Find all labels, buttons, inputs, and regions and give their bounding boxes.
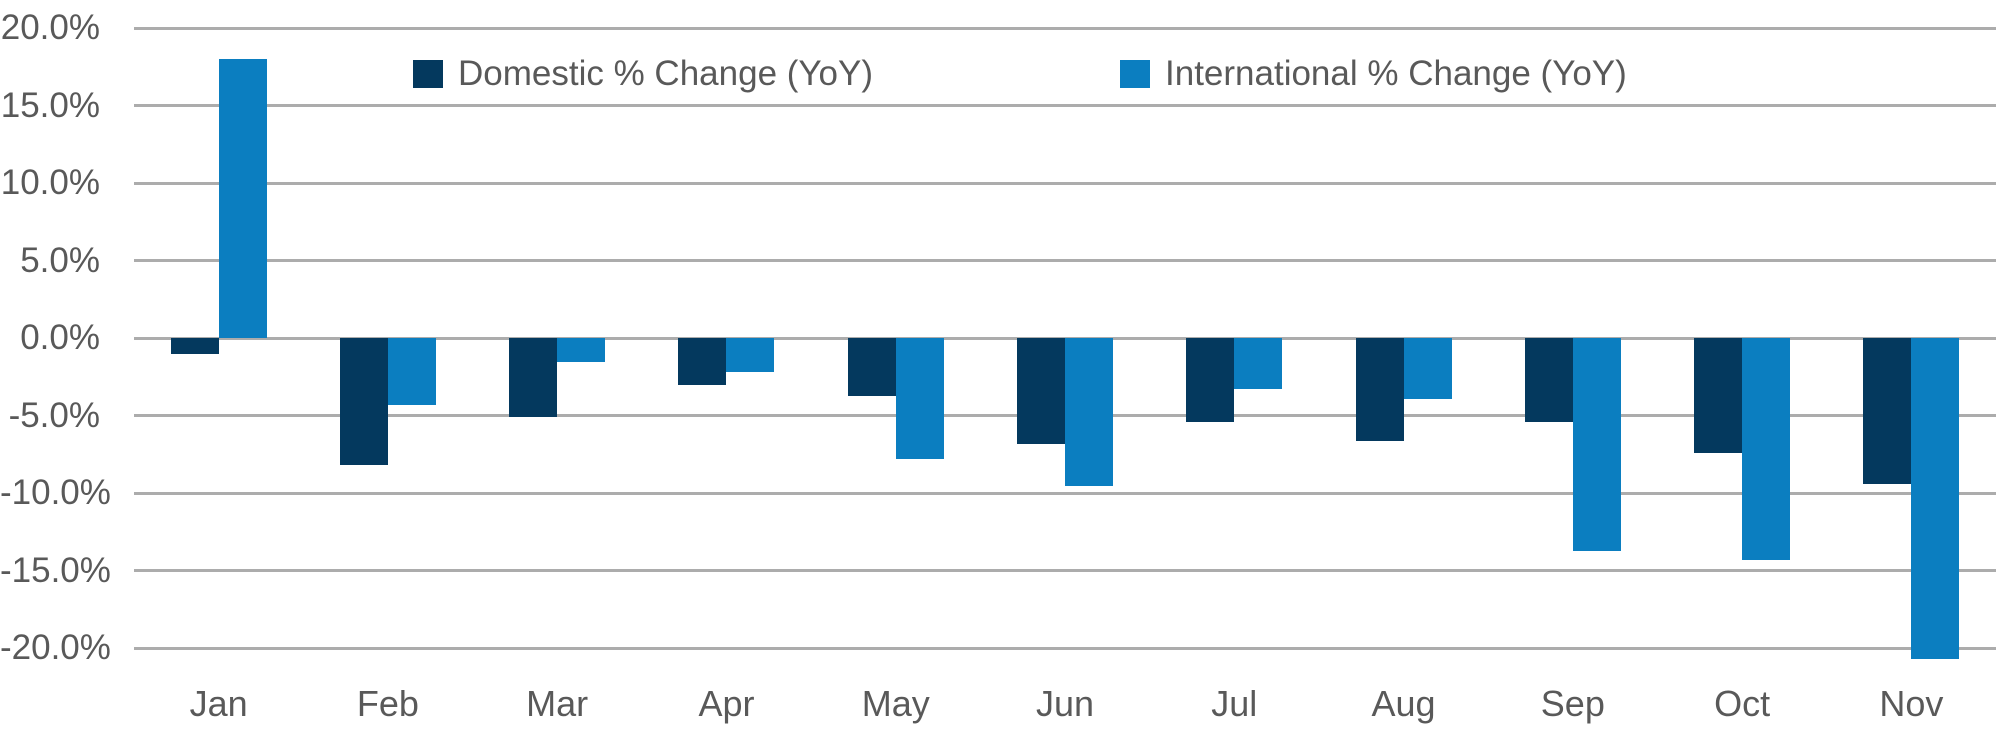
- domestic-series-swatch: [413, 60, 443, 88]
- x-tick-label-jan: Jan: [189, 683, 248, 724]
- bar-international-jan: [218, 59, 267, 339]
- bar-international-jun: [1065, 338, 1113, 486]
- x-tick-label-oct: Oct: [1714, 683, 1771, 724]
- y-tick-label--10.0%: -10.0%: [0, 473, 111, 513]
- bar-domestic-jun: [1017, 338, 1065, 444]
- bar-international-may: [895, 338, 944, 460]
- bar-domestic-feb: [339, 338, 388, 466]
- x-axis-category-labels: Jan Feb Mar Apr May Jun Jul Aug Sep Oct Nov: [0, 682, 2000, 734]
- legend-item-domestic: Domestic % Change (YoY): [413, 52, 873, 96]
- y-axis-tick-labels: 20.0% 15.0% 10.0% 5.0% 0.0% -5.0% -10.0% -15.0%…: [0, 0, 111, 734]
- gridline-20.0%: [134, 26, 1996, 30]
- y-tick-label-20.0%: 20.0%: [0, 8, 100, 47]
- bar-international-oct: [1742, 338, 1791, 561]
- bar-international-feb: [387, 338, 436, 405]
- x-tick-label-aug: Aug: [1371, 683, 1436, 724]
- x-tick-label-apr: Apr: [698, 683, 755, 724]
- bar-domestic-jul: [1186, 338, 1235, 422]
- bar-domestic-jan: [170, 338, 219, 354]
- x-tick-label-sep: Sep: [1540, 683, 1605, 724]
- bar-domestic-aug: [1355, 338, 1404, 441]
- international-series-swatch: [1120, 60, 1150, 88]
- x-tick-label-may: May: [861, 683, 930, 724]
- y-tick-label-15.0%: 15.0%: [0, 85, 100, 125]
- x-tick-label-nov: Nov: [1879, 683, 1944, 724]
- x-tick-label-jul: Jul: [1211, 683, 1258, 724]
- gridline--20.0%: [134, 646, 1996, 650]
- y-tick-label-0.0%: 0.0%: [20, 318, 100, 358]
- x-tick-label-jun: Jun: [1035, 683, 1095, 724]
- bar-domestic-oct: [1694, 338, 1743, 454]
- x-tick-label-feb: Feb: [356, 683, 419, 724]
- y-tick-label-5.0%: 5.0%: [20, 240, 100, 280]
- bar-international-sep: [1572, 338, 1621, 551]
- bar-domestic-may: [847, 338, 896, 396]
- gridline--15.0%: [134, 569, 1996, 573]
- x-tick-label-mar: Mar: [526, 683, 589, 724]
- bar-international-nov: [1911, 338, 1960, 660]
- plot-area: Domestic % Change (YoY) International % …: [134, 26, 1996, 664]
- y-tick-label--20.0%: -20.0%: [0, 628, 111, 668]
- bar-domestic-sep: [1524, 338, 1573, 422]
- international-series-label: International % Change (YoY): [1165, 54, 1627, 93]
- bar-international-apr: [726, 338, 775, 373]
- y-tick-label--15.0%: -15.0%: [0, 550, 111, 590]
- bar-domestic-mar: [509, 338, 558, 418]
- bar-international-mar: [557, 338, 606, 362]
- bar-international-aug: [1403, 338, 1452, 399]
- gridline-15.0%: [134, 104, 1996, 108]
- gridline--10.0%: [134, 491, 1996, 495]
- bar-domestic-apr: [678, 338, 727, 385]
- domestic-series-label: Domestic % Change (YoY): [458, 54, 874, 93]
- gridline-5.0%: [134, 259, 1996, 263]
- bar-international-jul: [1234, 338, 1283, 390]
- bar-domestic-nov: [1863, 338, 1912, 485]
- y-tick-label--5.0%: -5.0%: [8, 395, 100, 435]
- legend-item-international: International % Change (YoY): [1120, 52, 1627, 96]
- gridline-10.0%: [134, 181, 1996, 185]
- y-tick-label-10.0%: 10.0%: [0, 163, 100, 203]
